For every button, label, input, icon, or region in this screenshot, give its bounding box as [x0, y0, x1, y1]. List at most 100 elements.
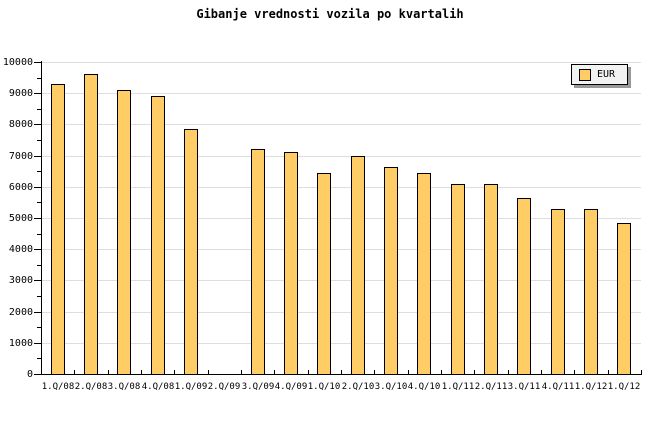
y-axis-label: 0 [26, 369, 33, 380]
bar [251, 149, 265, 375]
x-axis-label: 4.Q/08 [141, 382, 175, 392]
y-axis-label: 4000 [8, 244, 33, 256]
y-axis-label: 8000 [8, 119, 33, 131]
bar [584, 208, 598, 375]
x-axis-label: 2.Q/09 [207, 382, 241, 392]
x-axis-tick [208, 370, 209, 374]
bar [184, 129, 198, 375]
x-axis-tick [641, 370, 642, 374]
y-axis-line [41, 61, 42, 375]
x-axis-label: 3.Q/09 [241, 382, 275, 392]
x-axis-label: 4.Q/09 [274, 382, 308, 392]
y-axis-tick [34, 374, 41, 375]
gridline [42, 249, 641, 251]
y-axis-tick [34, 280, 41, 282]
gridline [42, 311, 641, 313]
x-axis-line [41, 374, 642, 375]
y-axis-tick [34, 62, 41, 63]
bar [351, 155, 365, 375]
x-axis-tick [474, 370, 475, 374]
y-axis-minor-tick [37, 77, 41, 79]
y-axis-minor-tick [37, 264, 41, 266]
bar [51, 83, 65, 375]
bar [117, 90, 131, 375]
bar [617, 222, 631, 375]
gridline [42, 124, 641, 126]
y-axis-label: 5000 [8, 213, 33, 224]
bar [151, 96, 165, 375]
x-axis-label: 1.Q/09 [174, 382, 208, 392]
y-axis-label: 1000 [8, 337, 33, 349]
bar [417, 172, 431, 375]
x-axis-tick [408, 370, 409, 374]
legend-swatch [579, 68, 591, 81]
x-axis-label: 1.Q/10 [307, 382, 341, 392]
y-axis-tick [34, 249, 41, 251]
y-axis-label: 10000 [2, 57, 33, 68]
x-axis-tick [608, 370, 609, 374]
x-axis-label: 2.Q/11 [474, 382, 508, 392]
x-axis-label: 1.Q/08 [41, 382, 75, 392]
x-axis-tick [108, 370, 109, 374]
chart-title: Gibanje vrednosti vozila po kvartalih [196, 7, 464, 21]
x-axis-label: 3.Q/08 [107, 382, 141, 392]
legend: EUR [571, 64, 628, 85]
x-axis-tick [541, 370, 542, 374]
x-axis-label: 3.Q/11 [507, 382, 541, 392]
bar [284, 152, 298, 375]
x-axis-label: 1.Q/12 [574, 382, 608, 392]
x-axis-tick [441, 370, 442, 374]
gridline [42, 155, 641, 157]
x-axis-label: 4.Q/11 [541, 382, 575, 392]
y-axis-tick [34, 93, 41, 95]
y-axis-label: 3000 [8, 275, 33, 287]
bar [84, 74, 98, 375]
x-axis-label: 1.Q/12 [607, 382, 641, 392]
gridline [42, 93, 641, 95]
bar [317, 172, 331, 375]
y-axis-minor-tick [37, 108, 41, 110]
gridline [42, 186, 641, 188]
y-axis-tick [34, 342, 41, 344]
x-axis-tick [508, 370, 509, 374]
y-axis-minor-tick [37, 202, 41, 204]
y-axis-minor-tick [37, 358, 41, 360]
y-axis-minor-tick [37, 233, 41, 235]
gridline [42, 218, 641, 219]
y-axis-tick [34, 155, 41, 157]
bar [451, 183, 465, 375]
y-axis-label: 6000 [8, 181, 33, 193]
y-axis-label: 2000 [8, 306, 33, 318]
x-axis-tick [374, 370, 375, 374]
x-axis-tick [174, 370, 175, 374]
x-axis-tick [341, 370, 342, 374]
y-axis-tick [34, 186, 41, 188]
y-axis-minor-tick [37, 171, 41, 173]
x-axis-label: 1.Q/11 [441, 382, 475, 392]
y-axis-minor-tick [37, 327, 41, 329]
x-axis-tick [74, 370, 75, 374]
x-axis-tick [274, 370, 275, 374]
gridline [42, 62, 641, 63]
x-axis-label: 4.Q/10 [407, 382, 441, 392]
y-axis-label: 9000 [8, 88, 33, 100]
y-axis-label: 7000 [8, 150, 33, 162]
x-axis-tick [574, 370, 575, 374]
gridline [42, 342, 641, 344]
x-axis-tick [141, 370, 142, 374]
bar [484, 183, 498, 375]
y-axis-tick [34, 218, 41, 219]
x-axis-label: 2.Q/08 [74, 382, 108, 392]
gridline [42, 280, 641, 282]
y-axis-minor-tick [37, 296, 41, 297]
x-axis-tick [241, 370, 242, 374]
x-axis-label: 2.Q/10 [341, 382, 375, 392]
x-axis-label: 3.Q/10 [374, 382, 408, 392]
bar [384, 166, 398, 375]
x-axis-tick [308, 370, 309, 374]
y-axis-tick [34, 124, 41, 126]
bar [517, 197, 531, 375]
y-axis-tick [34, 311, 41, 313]
